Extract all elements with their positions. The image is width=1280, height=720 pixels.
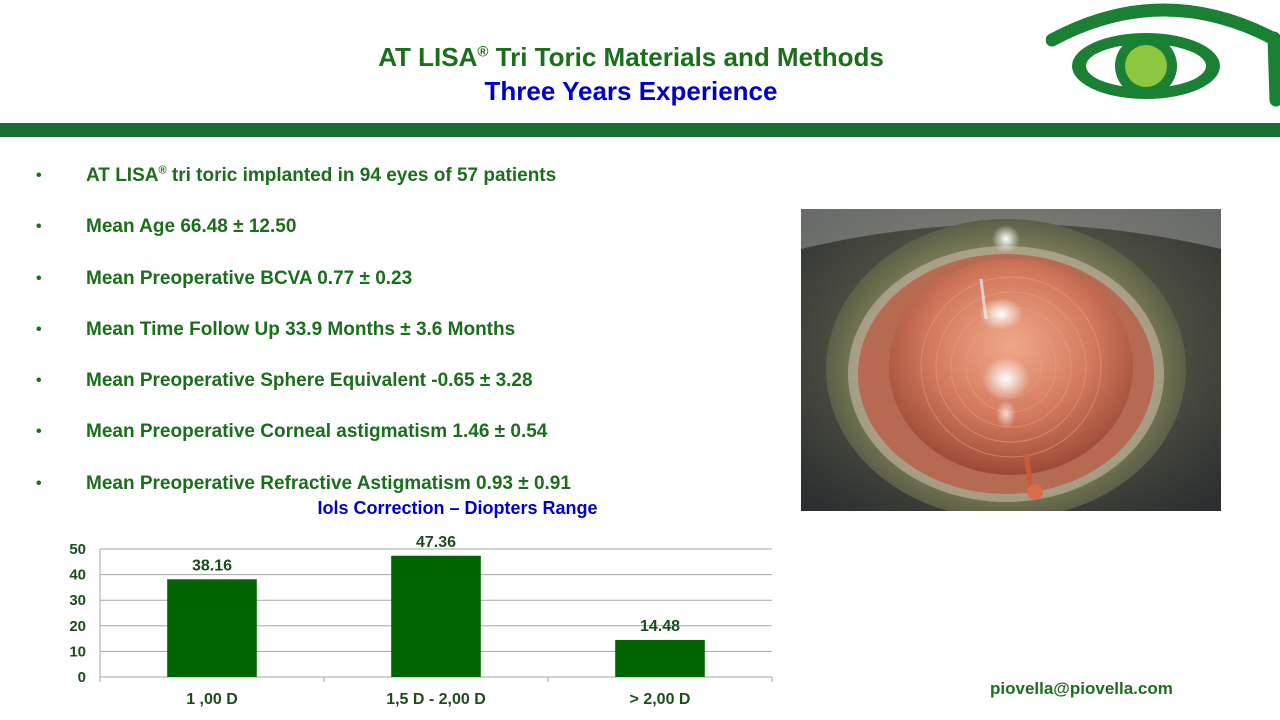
x-tick-label: 1 ,00 D (186, 691, 238, 708)
bullet-dot: • (36, 320, 42, 338)
slide-title: AT LISA® Tri Toric Materials and Methods (0, 40, 1262, 74)
data-label: 47.36 (416, 534, 456, 551)
bullet-item: • Mean Preoperative Sphere Equivalent -0.… (36, 365, 796, 416)
registered-mark: ® (158, 164, 167, 177)
y-tick-label: 20 (69, 618, 86, 635)
y-tick-label: 40 (69, 567, 86, 584)
bullet-text: Mean Age 66.48 ± 12.50 (86, 216, 297, 238)
title-main: AT LISA (378, 42, 478, 72)
bullet-item: • Mean Preoperative BCVA 0.77 ± 0.23 (36, 263, 796, 314)
bar-chart: 0 10 20 30 40 50 38.16 1 ,00 D 47.36 1,5 D - 2,00… (69, 534, 773, 708)
bar (615, 639, 705, 677)
bullet-item: • Mean Age 66.48 ± 12.50 (36, 211, 796, 262)
x-tick-label: > 2,00 D (630, 691, 691, 708)
data-label: 14.48 (640, 618, 680, 635)
bullet-list: • AT LISA® tri toric implanted in 94 eyes… (36, 160, 796, 519)
slide-title-block: AT LISA® Tri Toric Materials and Methods… (0, 40, 1262, 108)
bullet-dot: • (36, 423, 42, 441)
y-tick-label: 10 (69, 643, 86, 660)
bullet-text: Mean Preoperative Sphere Equivalent -0.6… (86, 370, 533, 392)
bullet-item: • AT LISA® tri toric implanted in 94 eyes… (36, 160, 796, 211)
y-tick-label: 0 (78, 669, 86, 686)
x-tick-label: 1,5 D - 2,00 D (386, 691, 486, 708)
bullet-dot: • (36, 372, 42, 390)
data-label: 38.16 (192, 557, 232, 574)
bar (167, 579, 257, 677)
bullet-text: Mean Time Follow Up 33.9 Months ± 3.6 Mo… (86, 318, 516, 340)
bullet-item: • Mean Preoperative Refractive Astigmatis… (36, 468, 796, 519)
bullet-text: Mean Preoperative Corneal astigmatism 1.… (86, 421, 548, 443)
bullet-item: • Mean Time Follow Up 33.9 Months ± 3.6 M… (36, 314, 796, 365)
slide-subtitle: Three Years Experience (484, 76, 778, 106)
title-rest: Tri Toric Materials and Methods (488, 42, 884, 72)
bullet-dot: • (36, 167, 42, 184)
chart-title: Iols Correction – Diopters Range (317, 498, 598, 518)
contact-email: piovella@piovella.com (990, 679, 1173, 698)
eye-logo-icon (1046, 3, 1280, 107)
bullet-dot: • (36, 218, 42, 236)
y-tick-label: 30 (69, 592, 86, 609)
bar (391, 555, 481, 677)
bullet-item: • Mean Preoperative Corneal astigmatism 1… (36, 416, 796, 467)
bullet-dot: • (36, 474, 42, 492)
iol-eye-photo (801, 209, 1221, 511)
y-tick-label: 50 (69, 541, 86, 558)
bullet-text: AT LISA® tri toric implanted in 94 eyes … (86, 164, 557, 186)
bullet-text: Mean Preoperative Refractive Astigmatism… (86, 472, 571, 494)
header-divider-band (0, 123, 1280, 137)
bullet-text: Mean Preoperative BCVA 0.77 ± 0.23 (86, 267, 413, 289)
title-registered-mark: ® (477, 43, 489, 61)
bullet-dot: • (36, 269, 42, 287)
